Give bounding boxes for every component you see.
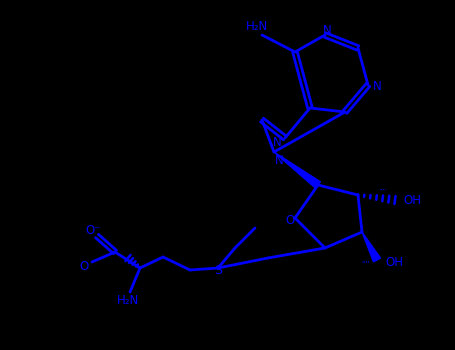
- Text: OH: OH: [385, 256, 403, 268]
- Text: O: O: [285, 214, 295, 226]
- Text: N: N: [323, 23, 331, 36]
- Polygon shape: [362, 232, 380, 262]
- Text: '''': '''': [361, 260, 369, 270]
- Text: N: N: [273, 136, 281, 149]
- Text: ′′′′: ′′′′: [379, 189, 386, 197]
- Text: N: N: [275, 154, 283, 167]
- Text: H₂N: H₂N: [117, 294, 139, 308]
- Text: N: N: [373, 80, 381, 93]
- Text: S: S: [214, 264, 222, 276]
- Text: OH: OH: [403, 194, 421, 206]
- Text: O⁻: O⁻: [85, 224, 101, 237]
- Text: O: O: [79, 260, 89, 273]
- Polygon shape: [274, 152, 320, 188]
- Text: H₂N: H₂N: [246, 20, 268, 33]
